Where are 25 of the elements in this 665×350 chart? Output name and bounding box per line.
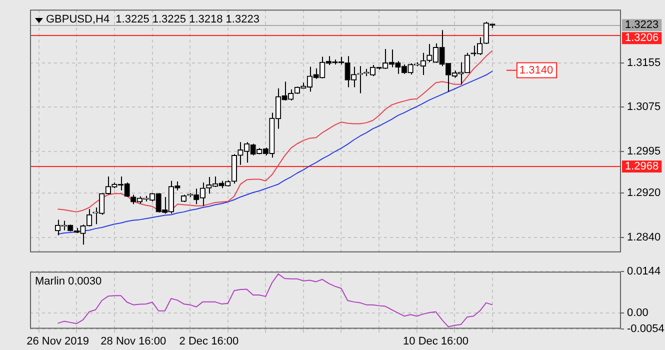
- ref-line-label: 1.3223: [625, 19, 659, 32]
- candlestick: [477, 36, 483, 56]
- x-tick-label: 26 Nov 2019: [26, 335, 89, 348]
- y-tick-label: 1.3075: [627, 101, 661, 114]
- y-tick-label: 1.2840: [627, 231, 661, 244]
- chart-title: GBPUSD,H4 1.3225 1.3225 1.3218 1.3223: [46, 14, 260, 26]
- candlestick: [483, 21, 489, 44]
- x-tick-label: 10 Dec 16:00: [403, 335, 468, 348]
- text: 1.3140: [519, 64, 554, 76]
- y-tick-label: 1.3155: [627, 56, 661, 69]
- candlestick: [320, 56, 326, 79]
- chart-title: Marlin 0.0030: [35, 276, 102, 288]
- y-tick-label: 0.0144: [627, 266, 661, 278]
- candlestick: [382, 48, 388, 70]
- ref-line-label: 1.3206: [625, 32, 659, 44]
- y-tick-label: -0.0054: [627, 322, 664, 335]
- candlestick: [357, 66, 363, 94]
- candlestick: [351, 66, 357, 88]
- y-tick-label: 1.2920: [627, 187, 661, 200]
- x-tick-label: 28 Nov 16:00: [100, 335, 166, 348]
- y-tick-label: 1.2995: [627, 146, 661, 158]
- ref-line-label: 1.2968: [625, 160, 659, 173]
- x-tick-label: 2 Dec 16:00: [179, 335, 239, 348]
- candlestick: [200, 182, 206, 206]
- y-tick-label: 0.00: [627, 307, 648, 320]
